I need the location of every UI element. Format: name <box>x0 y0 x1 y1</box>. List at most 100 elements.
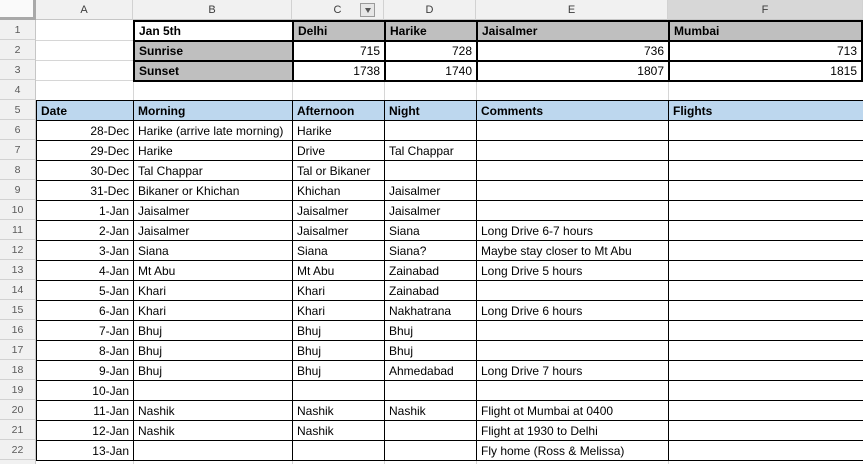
row-header-17[interactable]: 17 <box>0 340 36 360</box>
row-header-6[interactable]: 6 <box>0 120 36 140</box>
cell-D5[interactable]: Night <box>385 101 477 121</box>
cell-F21[interactable] <box>669 421 863 441</box>
cell-F12[interactable] <box>669 241 863 261</box>
row-header-3[interactable]: 3 <box>0 60 36 80</box>
cell-C14[interactable]: Khari <box>293 281 385 301</box>
cell-C8[interactable]: Tal or Bikaner <box>293 161 385 181</box>
row-header-4[interactable]: 4 <box>0 80 36 100</box>
cell-E7[interactable] <box>477 141 669 161</box>
cell-E11[interactable]: Long Drive 6-7 hours <box>477 221 669 241</box>
cell-B9[interactable]: Bikaner or Khichan <box>134 181 293 201</box>
cell-C15[interactable]: Khari <box>293 301 385 321</box>
cell-E1[interactable]: Jaisalmer <box>478 22 670 42</box>
cell-D8[interactable] <box>385 161 477 181</box>
row-header-19[interactable]: 19 <box>0 380 36 400</box>
cell-F2[interactable]: 713 <box>670 42 863 62</box>
cell-E14[interactable] <box>477 281 669 301</box>
cell-F11[interactable] <box>669 221 863 241</box>
cell-A19[interactable]: 10-Jan <box>37 381 134 401</box>
cell-F10[interactable] <box>669 201 863 221</box>
cell-F7[interactable] <box>669 141 863 161</box>
cell-C11[interactable]: Jaisalmer <box>293 221 385 241</box>
column-header-e[interactable]: E <box>476 0 668 20</box>
cell-B14[interactable]: Khari <box>134 281 293 301</box>
cell-C7[interactable]: Drive <box>293 141 385 161</box>
row-header-12[interactable]: 12 <box>0 240 36 260</box>
cell-E21[interactable]: Flight at 1930 to Delhi <box>477 421 669 441</box>
cell-A16[interactable]: 7-Jan <box>37 321 134 341</box>
cell-C5[interactable]: Afternoon <box>293 101 385 121</box>
cell-D6[interactable] <box>385 121 477 141</box>
row-header-13[interactable]: 13 <box>0 260 36 280</box>
cell-D7[interactable]: Tal Chappar <box>385 141 477 161</box>
cell-C12[interactable]: Siana <box>293 241 385 261</box>
cell-E8[interactable] <box>477 161 669 181</box>
cell-D18[interactable]: Ahmedabad <box>385 361 477 381</box>
cell-A13[interactable]: 4-Jan <box>37 261 134 281</box>
cell-E10[interactable] <box>477 201 669 221</box>
row-header-9[interactable]: 9 <box>0 180 36 200</box>
cell-F13[interactable] <box>669 261 863 281</box>
cell-B1[interactable]: Jan 5th <box>135 22 294 42</box>
row-header-8[interactable]: 8 <box>0 160 36 180</box>
cell-A8[interactable]: 30-Dec <box>37 161 134 181</box>
row-header-23[interactable] <box>0 460 36 464</box>
cell-E3[interactable]: 1807 <box>478 62 670 82</box>
row-header-5[interactable]: 5 <box>0 100 36 120</box>
cell-F3[interactable]: 1815 <box>670 62 863 82</box>
row-header-2[interactable]: 2 <box>0 40 36 60</box>
cell-B6[interactable]: Harike (arrive late morning) <box>134 121 293 141</box>
cell-C1[interactable]: Delhi <box>294 22 386 42</box>
cell-E19[interactable] <box>477 381 669 401</box>
cell-D22[interactable] <box>385 441 477 461</box>
cell-B16[interactable]: Bhuj <box>134 321 293 341</box>
cell-C19[interactable] <box>293 381 385 401</box>
cell-A15[interactable]: 6-Jan <box>37 301 134 321</box>
cell-A6[interactable]: 28-Dec <box>37 121 134 141</box>
cell-B3[interactable]: Sunset <box>135 62 294 82</box>
cell-C17[interactable]: Bhuj <box>293 341 385 361</box>
cell-A17[interactable]: 8-Jan <box>37 341 134 361</box>
cell-D21[interactable] <box>385 421 477 441</box>
cell-C9[interactable]: Khichan <box>293 181 385 201</box>
cell-D12[interactable]: Siana? <box>385 241 477 261</box>
cell-E6[interactable] <box>477 121 669 141</box>
cell-F18[interactable] <box>669 361 863 381</box>
cell-E15[interactable]: Long Drive 6 hours <box>477 301 669 321</box>
column-header-b[interactable]: B <box>133 0 292 20</box>
cell-F9[interactable] <box>669 181 863 201</box>
row-header-11[interactable]: 11 <box>0 220 36 240</box>
cell-E22[interactable]: Fly home (Ross & Melissa) <box>477 441 669 461</box>
cell-B5[interactable]: Morning <box>134 101 293 121</box>
cell-B22[interactable] <box>134 441 293 461</box>
cell-B21[interactable]: Nashik <box>134 421 293 441</box>
cell-E13[interactable]: Long Drive 5 hours <box>477 261 669 281</box>
cell-F14[interactable] <box>669 281 863 301</box>
cell-D14[interactable]: Zainabad <box>385 281 477 301</box>
cell-E17[interactable] <box>477 341 669 361</box>
cell-D20[interactable]: Nashik <box>385 401 477 421</box>
select-all-corner[interactable] <box>0 0 36 20</box>
filter-dropdown-icon[interactable] <box>360 3 375 17</box>
row-header-21[interactable]: 21 <box>0 420 36 440</box>
cell-A21[interactable]: 12-Jan <box>37 421 134 441</box>
cell-D19[interactable] <box>385 381 477 401</box>
cell-D1[interactable]: Harike <box>386 22 478 42</box>
cell-B7[interactable]: Harike <box>134 141 293 161</box>
cell-D17[interactable]: Bhuj <box>385 341 477 361</box>
cell-D11[interactable]: Siana <box>385 221 477 241</box>
cell-F8[interactable] <box>669 161 863 181</box>
column-header-a[interactable]: A <box>36 0 133 20</box>
cell-D15[interactable]: Nakhatrana <box>385 301 477 321</box>
row-header-10[interactable]: 10 <box>0 200 36 220</box>
row-header-18[interactable]: 18 <box>0 360 36 380</box>
cell-F22[interactable] <box>669 441 863 461</box>
cell-F1[interactable]: Mumbai <box>670 22 863 42</box>
cell-A9[interactable]: 31-Dec <box>37 181 134 201</box>
cell-B18[interactable]: Bhuj <box>134 361 293 381</box>
cell-A5[interactable]: Date <box>37 101 134 121</box>
cell-A7[interactable]: 29-Dec <box>37 141 134 161</box>
cell-B20[interactable]: Nashik <box>134 401 293 421</box>
cell-B15[interactable]: Khari <box>134 301 293 321</box>
cell-C10[interactable]: Jaisalmer <box>293 201 385 221</box>
